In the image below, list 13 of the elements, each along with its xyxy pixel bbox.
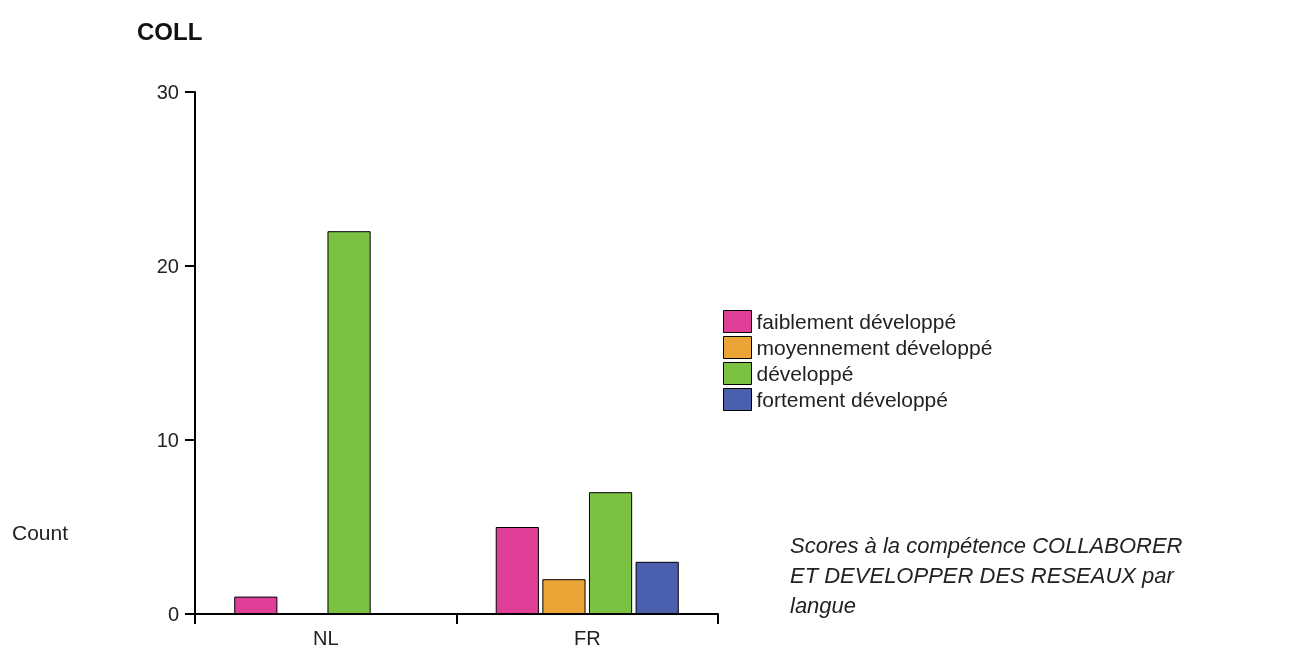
y-axis-title: Count bbox=[12, 521, 69, 544]
y-tick-label: 10 bbox=[156, 429, 179, 451]
legend-label: développé bbox=[756, 362, 854, 385]
y-tick-label: 0 bbox=[167, 603, 179, 625]
y-tick-label: 20 bbox=[156, 255, 179, 277]
chart-title: COLL bbox=[137, 17, 203, 45]
x-tick-label: NL bbox=[312, 627, 339, 649]
text: Scores à la compétence COLLABORER ET DEVELOPPER DES RESEAUX par langue bbox=[790, 532, 1189, 618]
legend-label: faiblement développé bbox=[756, 310, 957, 333]
y-tick-label: 30 bbox=[156, 81, 179, 103]
x-tick-label: FR bbox=[573, 627, 601, 649]
legend-label: moyennement développé bbox=[756, 336, 993, 359]
legend-label: fortement développé bbox=[756, 388, 948, 411]
